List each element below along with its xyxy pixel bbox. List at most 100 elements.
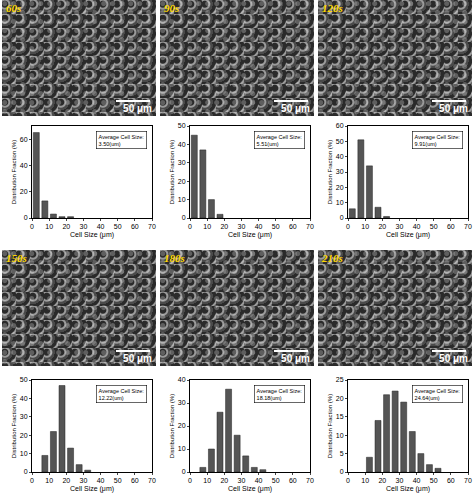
svg-text:Distribution Fraction (%): Distribution Fraction (%) — [327, 394, 333, 458]
svg-text:40: 40 — [97, 477, 105, 484]
svg-text:40: 40 — [255, 223, 263, 230]
svg-text:Average Cell Size:9.91(um): Average Cell Size:9.91(um) — [415, 134, 461, 147]
svg-text:30: 30 — [336, 168, 344, 175]
svg-text:30: 30 — [178, 399, 186, 406]
svg-text:60: 60 — [289, 223, 297, 230]
svg-text:Distribution Fraction (%): Distribution Fraction (%) — [169, 394, 175, 458]
svg-text:30: 30 — [396, 477, 404, 484]
svg-text:0: 0 — [188, 477, 192, 484]
svg-text:40: 40 — [336, 153, 344, 160]
svg-text:70: 70 — [464, 223, 472, 230]
svg-text:Average Cell Size:24.64(um): Average Cell Size:24.64(um) — [415, 388, 461, 401]
svg-text:0: 0 — [30, 223, 34, 230]
svg-text:50: 50 — [336, 138, 344, 145]
svg-text:Cell Size (μm): Cell Size (μm) — [386, 485, 430, 493]
svg-text:0: 0 — [24, 468, 28, 475]
svg-text:10: 10 — [203, 477, 211, 484]
svg-text:50: 50 — [272, 223, 280, 230]
svg-text:60: 60 — [20, 136, 28, 143]
svg-text:Cell Size (μm): Cell Size (μm) — [70, 231, 114, 239]
svg-text:60: 60 — [131, 477, 139, 484]
svg-text:10: 10 — [361, 223, 369, 230]
svg-text:Distribution Fraction (%): Distribution Fraction (%) — [11, 394, 17, 458]
svg-text:60: 60 — [336, 122, 344, 129]
svg-text:40: 40 — [178, 141, 186, 148]
svg-text:20: 20 — [178, 178, 186, 185]
svg-text:40: 40 — [20, 162, 28, 169]
svg-text:20: 20 — [220, 477, 228, 484]
svg-text:50: 50 — [114, 477, 122, 484]
svg-text:Average Cell Size:18.18(um): Average Cell Size:18.18(um) — [257, 388, 303, 401]
svg-text:30: 30 — [80, 223, 88, 230]
svg-text:40: 40 — [20, 395, 28, 402]
svg-text:20: 20 — [336, 184, 344, 191]
svg-text:5: 5 — [340, 450, 344, 457]
svg-text:20: 20 — [378, 477, 386, 484]
svg-text:40: 40 — [413, 477, 421, 484]
svg-text:Cell Size (μm): Cell Size (μm) — [228, 485, 272, 493]
svg-text:10: 10 — [45, 477, 53, 484]
svg-text:60: 60 — [289, 477, 297, 484]
svg-text:20: 20 — [378, 223, 386, 230]
svg-text:20: 20 — [20, 188, 28, 195]
svg-text:0: 0 — [182, 468, 186, 475]
svg-text:20: 20 — [20, 432, 28, 439]
svg-text:0: 0 — [346, 223, 350, 230]
svg-text:70: 70 — [148, 477, 156, 484]
svg-text:50: 50 — [178, 122, 186, 129]
svg-text:60: 60 — [131, 223, 139, 230]
svg-text:Distribution Fraction (%): Distribution Fraction (%) — [327, 140, 333, 204]
svg-text:10: 10 — [45, 223, 53, 230]
svg-text:30: 30 — [238, 477, 246, 484]
svg-text:70: 70 — [148, 223, 156, 230]
svg-text:10: 10 — [336, 199, 344, 206]
svg-text:30: 30 — [238, 223, 246, 230]
svg-text:0: 0 — [188, 223, 192, 230]
svg-text:50: 50 — [20, 376, 28, 383]
svg-text:10: 10 — [20, 450, 28, 457]
svg-text:Average Cell Size:3.50(um): Average Cell Size:3.50(um) — [99, 134, 145, 147]
svg-text:40: 40 — [178, 376, 186, 383]
svg-text:10: 10 — [361, 477, 369, 484]
svg-text:0: 0 — [30, 477, 34, 484]
svg-text:Cell Size (μm): Cell Size (μm) — [70, 485, 114, 493]
svg-text:10: 10 — [203, 223, 211, 230]
svg-text:30: 30 — [178, 159, 186, 166]
svg-text:0: 0 — [340, 468, 344, 475]
svg-text:60: 60 — [447, 223, 455, 230]
svg-text:70: 70 — [464, 477, 472, 484]
svg-text:50: 50 — [114, 223, 122, 230]
svg-text:50: 50 — [272, 477, 280, 484]
svg-text:30: 30 — [80, 477, 88, 484]
svg-text:Distribution Fraction (%): Distribution Fraction (%) — [169, 140, 175, 204]
svg-text:40: 40 — [413, 223, 421, 230]
svg-text:0: 0 — [24, 214, 28, 221]
svg-text:70: 70 — [306, 477, 314, 484]
svg-text:60: 60 — [447, 477, 455, 484]
svg-text:Average Cell Size:5.51(um): Average Cell Size:5.51(um) — [257, 134, 303, 147]
svg-text:50: 50 — [430, 477, 438, 484]
svg-text:50: 50 — [430, 223, 438, 230]
svg-text:70: 70 — [306, 223, 314, 230]
svg-text:20: 20 — [62, 477, 70, 484]
svg-text:10: 10 — [336, 432, 344, 439]
svg-text:0: 0 — [346, 477, 350, 484]
svg-text:Average Cell Size:12.22(um): Average Cell Size:12.22(um) — [99, 388, 145, 401]
svg-text:10: 10 — [178, 196, 186, 203]
svg-text:20: 20 — [178, 422, 186, 429]
svg-text:10: 10 — [178, 445, 186, 452]
svg-text:Distribution Fraction (%): Distribution Fraction (%) — [11, 140, 17, 204]
svg-text:30: 30 — [396, 223, 404, 230]
svg-text:40: 40 — [97, 223, 105, 230]
svg-text:Cell Size (μm): Cell Size (μm) — [386, 231, 430, 239]
svg-text:40: 40 — [255, 477, 263, 484]
svg-text:0: 0 — [340, 214, 344, 221]
svg-text:20: 20 — [62, 223, 70, 230]
svg-text:25: 25 — [336, 376, 344, 383]
svg-text:15: 15 — [336, 413, 344, 420]
svg-text:30: 30 — [20, 413, 28, 420]
svg-text:20: 20 — [220, 223, 228, 230]
svg-text:20: 20 — [336, 395, 344, 402]
svg-text:Cell Size (μm): Cell Size (μm) — [228, 231, 272, 239]
svg-text:0: 0 — [182, 214, 186, 221]
